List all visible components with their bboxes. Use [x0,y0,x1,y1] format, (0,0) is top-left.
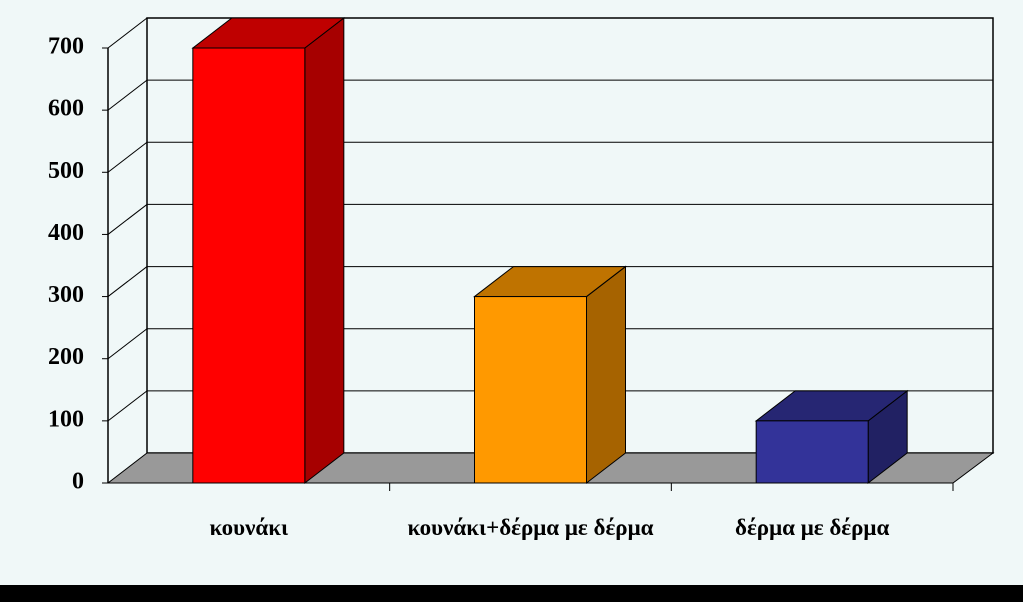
y-tick-label: 400 [48,220,84,246]
y-tick-label: 0 [72,469,84,495]
bottom-band [0,585,1023,602]
x-tick-label: κουνάκι+δέρμα με δέρμα [407,515,654,540]
grid-line [107,204,148,235]
grid-line [107,266,148,297]
grid-line [107,141,148,173]
x-tick-label: κουνάκι [209,515,289,540]
grid-line [107,79,148,111]
bar-side [586,265,626,485]
x-tick-label: δέρμα με δέρμα [735,515,890,540]
y-tick-label: 500 [48,158,84,184]
y-tick-label: 300 [48,282,84,308]
y-tick-label: 200 [48,344,84,370]
y-tick-label: 600 [48,96,84,122]
bar-side [304,16,345,485]
grid-line [107,17,148,49]
y-tick-label: 700 [48,34,84,60]
y-tick-label: 100 [48,406,84,432]
bar [474,296,587,484]
grid-line [107,328,148,360]
bar [755,420,869,484]
bar [192,47,306,484]
grid-line [107,390,148,422]
